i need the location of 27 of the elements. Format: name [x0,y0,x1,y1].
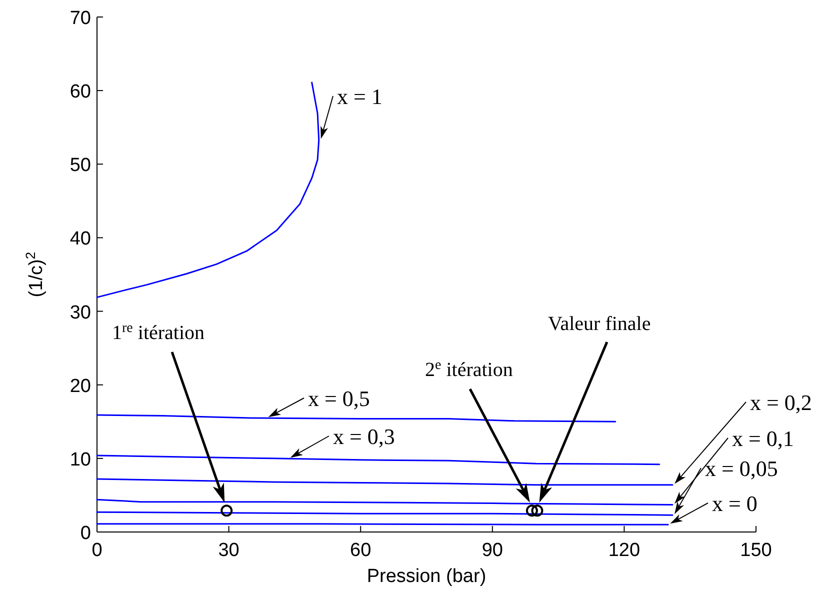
text: x = 0,05 [705,456,778,481]
y-tick-label: 70 [70,8,91,29]
annotation: 1$^{re}$ itération [112,320,205,344]
y-tick-label: 40 [70,228,91,250]
y-tick-label: 20 [70,376,91,397]
x-tick-label: 90 [482,540,503,561]
x-tick-label: 60 [350,540,372,561]
x-tick-label: 120 [608,540,640,561]
text: x = 0 [712,491,758,516]
annotation: Valeur finale [548,313,651,335]
y-tick-label: 0 [80,523,91,544]
y-tick-label: 50 [70,155,91,176]
line-series [96,414,616,422]
line-series [96,454,660,466]
y-tick-label: 30 [70,302,91,324]
x-tick-label: 150 [740,540,772,561]
series-label: x = 1 [337,84,382,109]
series-label: x = 0,3 [333,424,395,449]
y-tick-label: 10 [70,449,91,470]
x-axis-title: Pression (bar) [366,566,486,587]
series-label: x = 0,5 [308,386,370,411]
annotation: 2$^{e}$ itération [425,358,513,381]
text: x = 0,2 [750,390,812,415]
line-series [96,82,320,298]
text: x = 0,1 [732,426,794,451]
y-tick-label: 60 [70,82,91,103]
x-tick-label: 30 [218,540,240,561]
